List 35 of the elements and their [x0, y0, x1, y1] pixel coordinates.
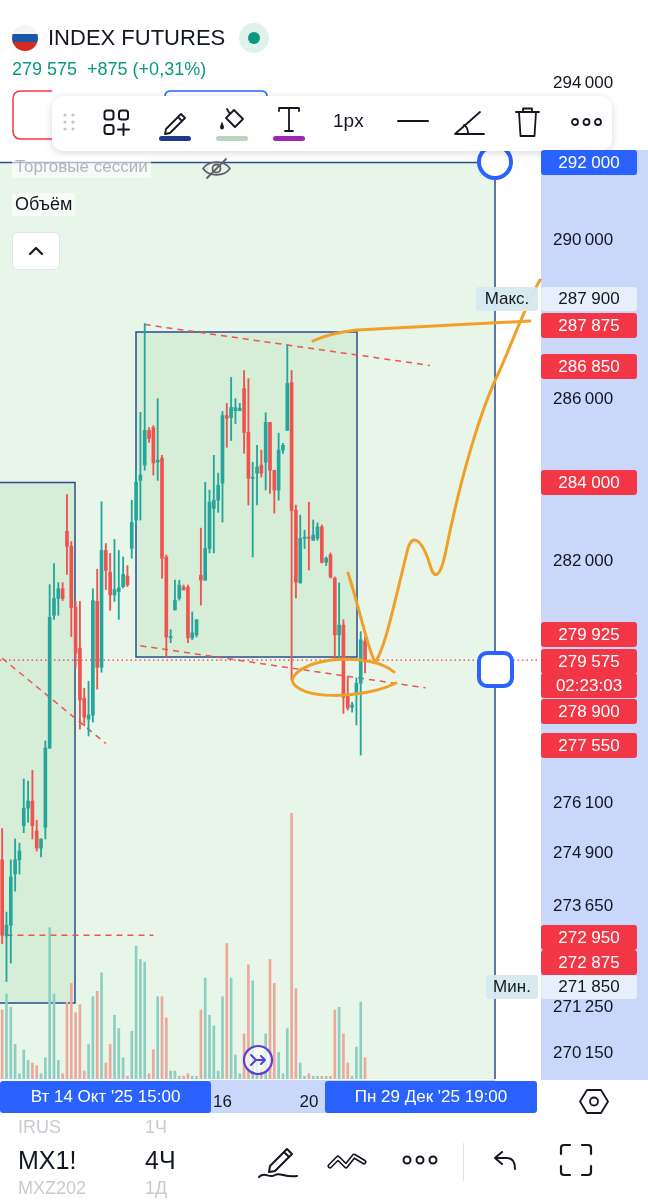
annotation: Торговые сессии	[12, 156, 151, 178]
text: 4Ч	[145, 1146, 176, 1175]
text: 272 950	[541, 925, 637, 950]
text: 284 000	[541, 470, 637, 495]
y-tick-label: 290 000	[553, 229, 614, 249]
text: 292 000	[541, 150, 637, 175]
y-tick-label: 270 150	[553, 1043, 614, 1063]
y-tick-label: 276 100	[553, 793, 614, 813]
text: 287 875	[541, 313, 637, 338]
text: 271 850	[558, 977, 620, 996]
text: Вт 14 Окт '25 15:00	[0, 1081, 211, 1113]
text: Пн 29 Дек '25 19:00	[325, 1081, 537, 1113]
chart-subtitle: 279 575 +875 (+0,31%)	[12, 59, 207, 80]
text: 278 900	[541, 699, 637, 724]
text: 279 575	[541, 649, 637, 674]
annotation: Мин.	[486, 975, 538, 999]
y-tick-label: 274 900	[553, 843, 614, 863]
text: 277 550	[541, 733, 637, 758]
text: 02:23:03	[541, 673, 637, 698]
annotation: Макс.	[476, 287, 538, 311]
y-tick-label: 294 000	[553, 72, 614, 92]
x-tick-label: 20	[299, 1091, 319, 1111]
text: 272 875	[541, 950, 637, 975]
text: MX1!	[18, 1146, 77, 1175]
x-tick-label: 16	[213, 1091, 232, 1111]
y-tick-label: 286 000	[553, 389, 614, 409]
text: 286 850	[541, 354, 637, 379]
text: 279 925	[541, 622, 637, 647]
y-tick-label: 273 650	[553, 895, 614, 915]
chart-title: INDEX FUTURES	[48, 24, 226, 52]
text: 287 900	[541, 287, 637, 311]
annotation: 1px	[333, 110, 364, 132]
y-tick-label: 271 250	[553, 996, 614, 1016]
y-tick-label: 282 000	[553, 550, 614, 570]
text: Объём	[12, 193, 76, 216]
